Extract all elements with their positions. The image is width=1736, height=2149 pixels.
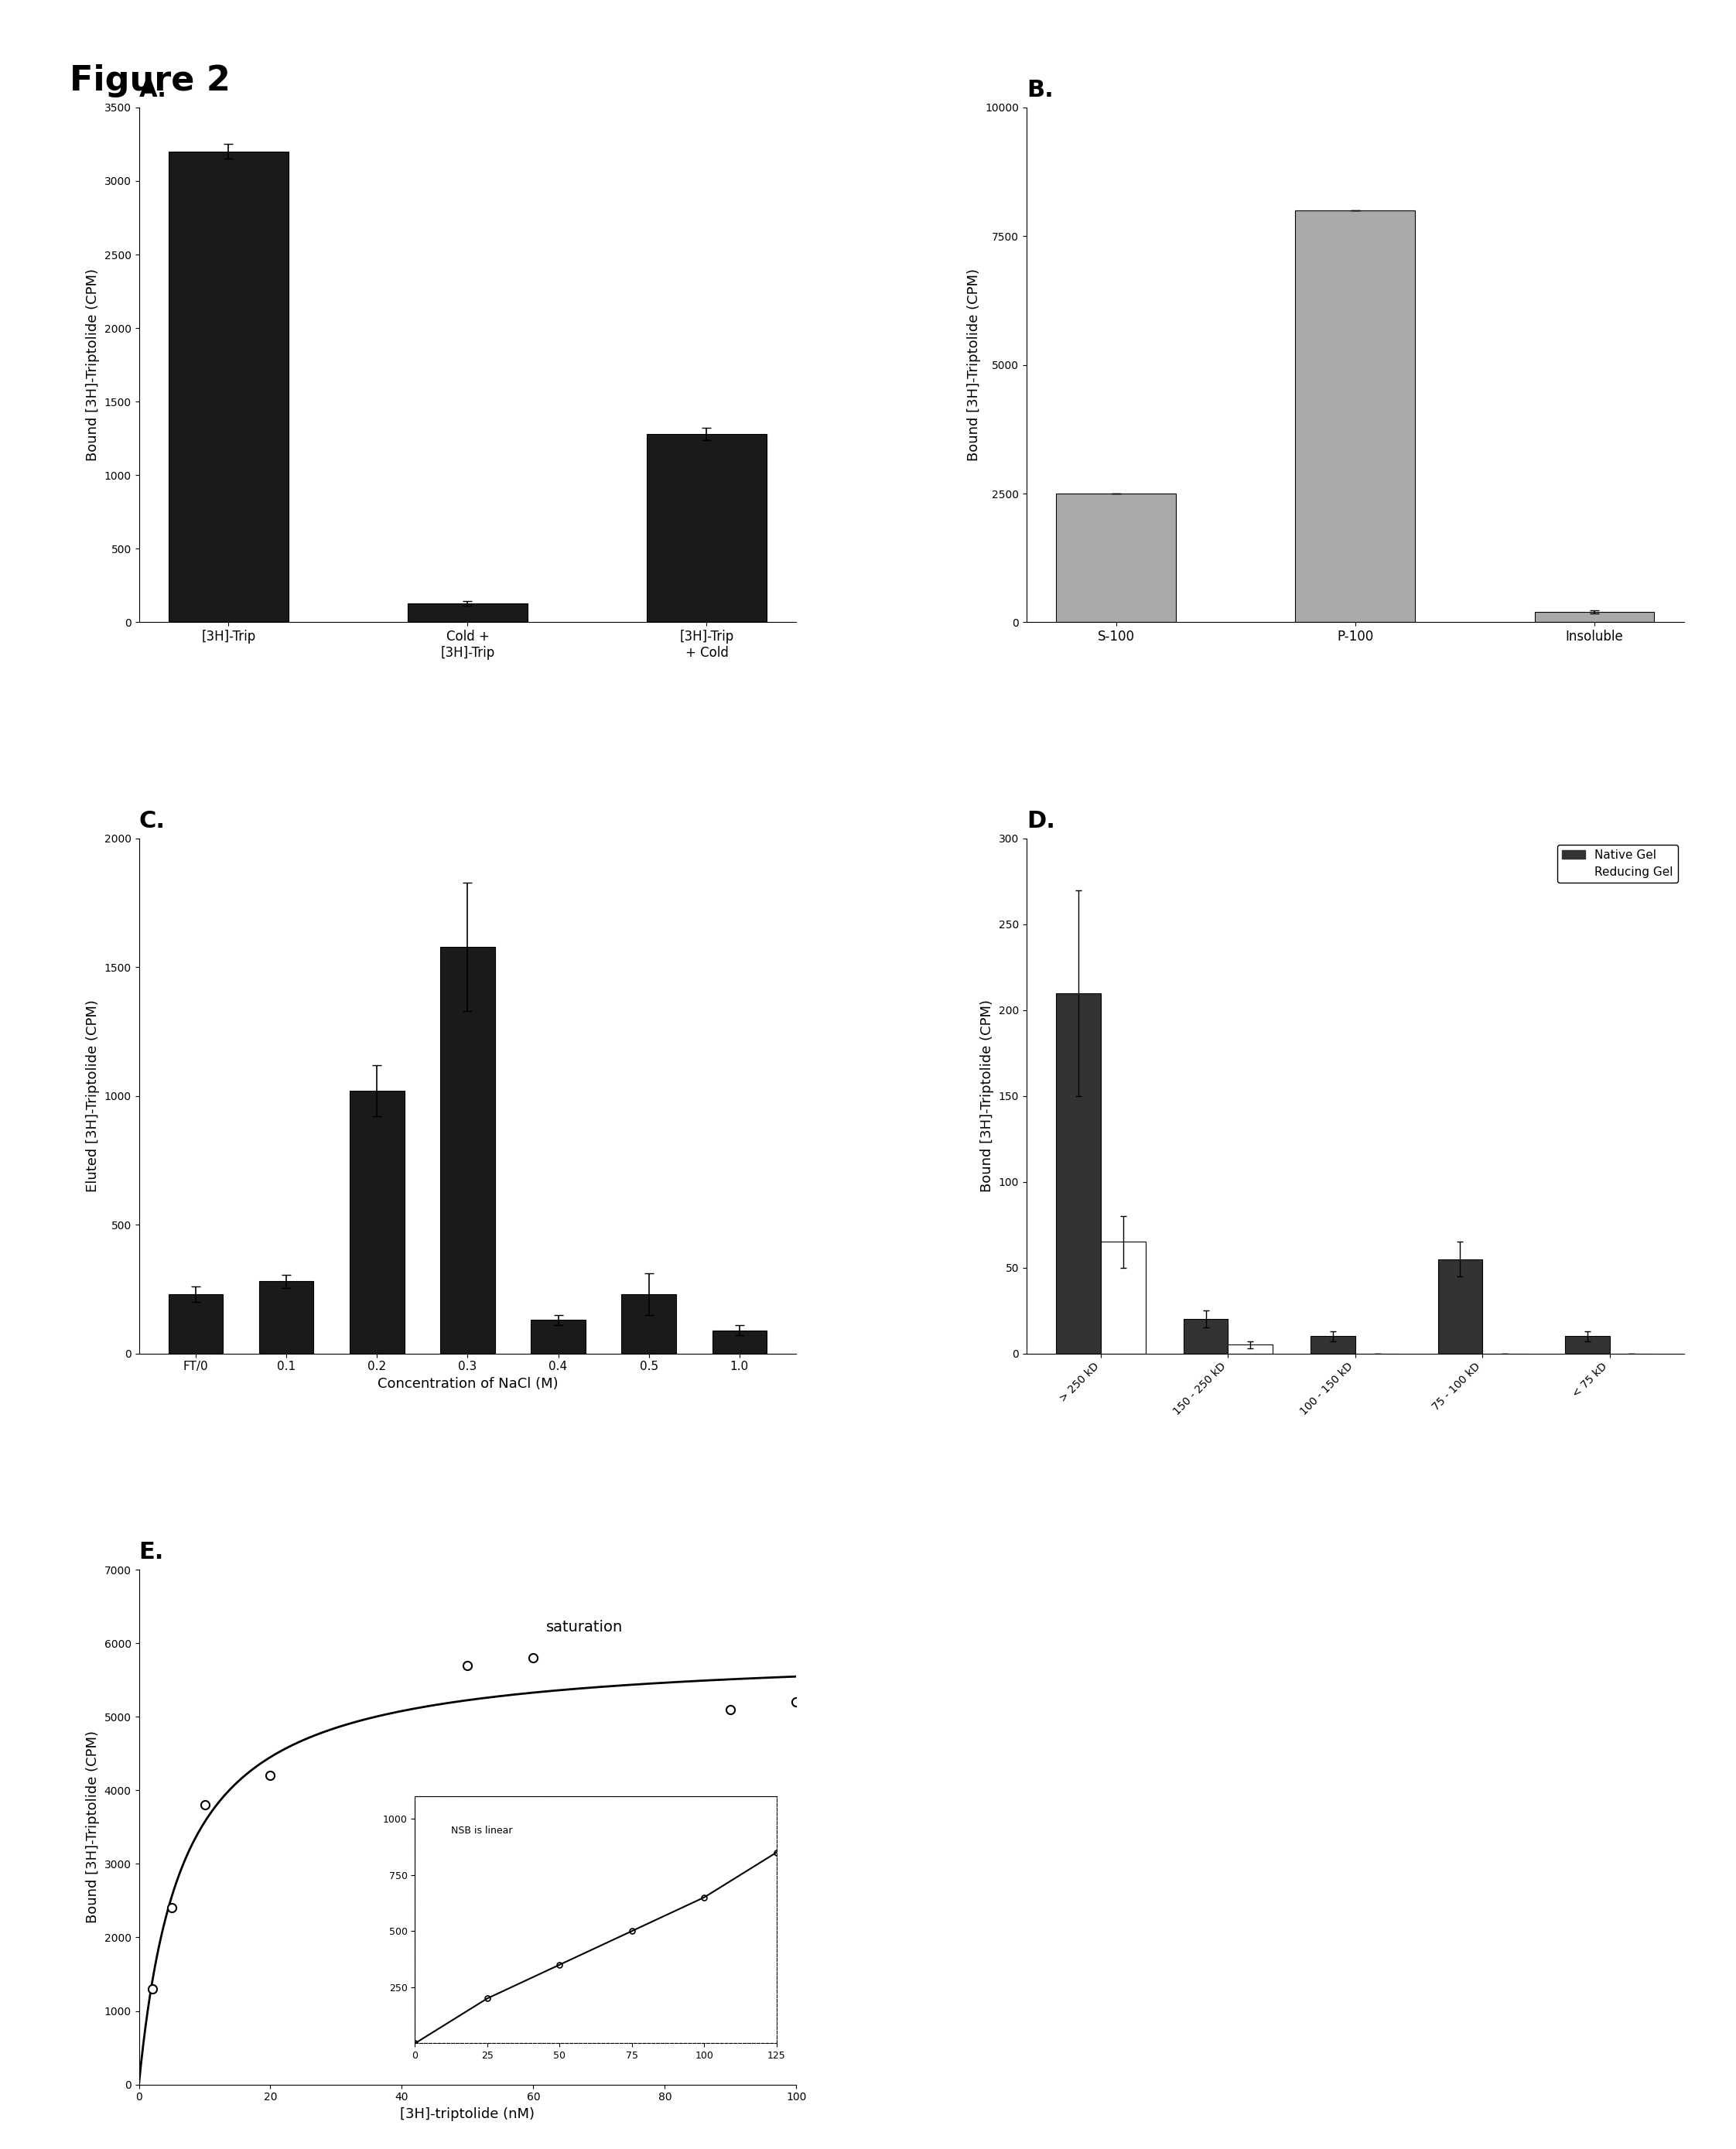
Bar <box>168 153 288 623</box>
Y-axis label: Bound [3H]-Triptolide (CPM): Bound [3H]-Triptolide (CPM) <box>87 1730 101 1923</box>
Bar <box>1311 1337 1356 1354</box>
Bar <box>1437 1259 1483 1354</box>
Bar <box>531 1319 585 1354</box>
Bar <box>351 1092 404 1354</box>
Text: saturation: saturation <box>547 1620 623 1635</box>
Bar <box>1055 993 1101 1354</box>
Text: D.: D. <box>1026 810 1055 832</box>
Bar <box>1535 612 1654 623</box>
X-axis label: [3H]-triptolide (nM): [3H]-triptolide (nM) <box>401 2108 535 2121</box>
Bar <box>259 1281 314 1354</box>
Bar <box>1184 1319 1227 1354</box>
Y-axis label: Bound [3H]-Triptolide (CPM): Bound [3H]-Triptolide (CPM) <box>87 269 101 462</box>
Y-axis label: Eluted [3H]-Triptolide (CPM): Eluted [3H]-Triptolide (CPM) <box>87 999 101 1193</box>
Bar <box>1566 1337 1609 1354</box>
X-axis label: Concentration of NaCl (M): Concentration of NaCl (M) <box>377 1378 557 1390</box>
Bar <box>168 1294 224 1354</box>
Bar <box>621 1294 675 1354</box>
Y-axis label: Bound [3H]-Triptolide (CPM): Bound [3H]-Triptolide (CPM) <box>981 999 995 1193</box>
Bar <box>408 604 528 623</box>
Bar <box>1295 211 1415 623</box>
Text: E.: E. <box>139 1541 163 1564</box>
Text: B.: B. <box>1026 80 1054 101</box>
Text: Figure 2: Figure 2 <box>69 64 231 97</box>
Bar <box>441 948 495 1354</box>
Bar <box>1101 1242 1146 1354</box>
Legend: Native Gel, Reducing Gel: Native Gel, Reducing Gel <box>1557 845 1679 883</box>
Y-axis label: Bound [3H]-Triptolide (CPM): Bound [3H]-Triptolide (CPM) <box>967 269 981 462</box>
Bar <box>648 434 767 623</box>
Bar <box>1055 494 1175 623</box>
Bar <box>712 1330 767 1354</box>
Text: A.: A. <box>139 80 167 101</box>
Text: C.: C. <box>139 810 165 832</box>
Bar <box>1227 1345 1272 1354</box>
